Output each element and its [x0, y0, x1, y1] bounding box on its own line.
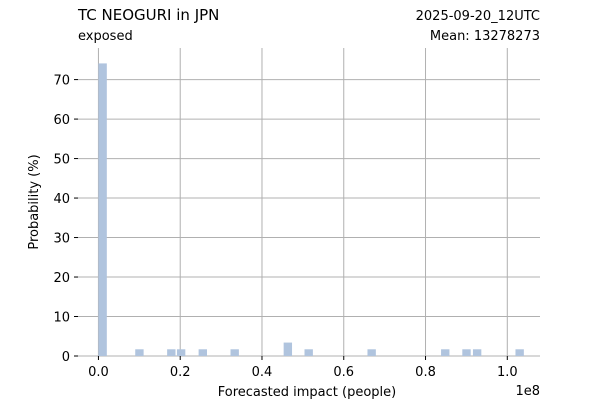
x-tick-label: 0.6	[333, 365, 354, 380]
histogram-bar	[304, 349, 313, 356]
histogram-bar	[441, 349, 450, 356]
histogram-bar	[472, 349, 482, 356]
histogram-bar	[515, 349, 524, 356]
histogram-bar	[367, 349, 376, 356]
histogram-bar	[167, 349, 176, 356]
y-tick-label: 0	[62, 350, 70, 365]
y-axis-ticks: 0 10 20 30 40 50 60 70	[53, 74, 78, 365]
forecast-date: 2025-09-20_12UTC	[416, 9, 540, 24]
x-tick-label: 1.0	[497, 365, 518, 380]
histogram-bar	[198, 349, 207, 356]
x-tick-label: 0.4	[252, 365, 273, 380]
histogram-bar	[176, 349, 186, 356]
histogram-bar	[283, 342, 293, 356]
y-tick-label: 30	[53, 232, 70, 247]
x-axis-label: Forecasted impact (people)	[218, 385, 396, 400]
y-tick-label: 60	[53, 113, 70, 128]
y-tick-label: 40	[53, 192, 70, 207]
bars	[98, 63, 524, 357]
x-tick-label: 0.2	[170, 365, 191, 380]
y-tick-label: 70	[53, 74, 70, 89]
grid-lines	[78, 48, 540, 357]
x-tick-label: 0.8	[415, 365, 436, 380]
histogram-bar	[462, 349, 471, 356]
histogram-bar	[230, 349, 239, 356]
x-tick-label: 0.0	[88, 365, 109, 380]
y-axis-label: Probability (%)	[27, 154, 42, 249]
x-axis-offset-label: 1e8	[515, 384, 540, 399]
y-tick-label: 10	[53, 311, 70, 326]
histogram-bar	[98, 63, 107, 357]
y-tick-label: 50	[53, 153, 70, 168]
chart-title: TC NEOGURI in JPN	[77, 6, 219, 24]
x-axis-ticks: 0.0 0.2 0.4 0.6 0.8 1.0	[88, 356, 518, 380]
mean-value: Mean: 13278273	[430, 29, 540, 44]
histogram-bar	[135, 349, 144, 356]
chart-subtitle: exposed	[78, 29, 133, 44]
y-tick-label: 20	[53, 271, 70, 286]
